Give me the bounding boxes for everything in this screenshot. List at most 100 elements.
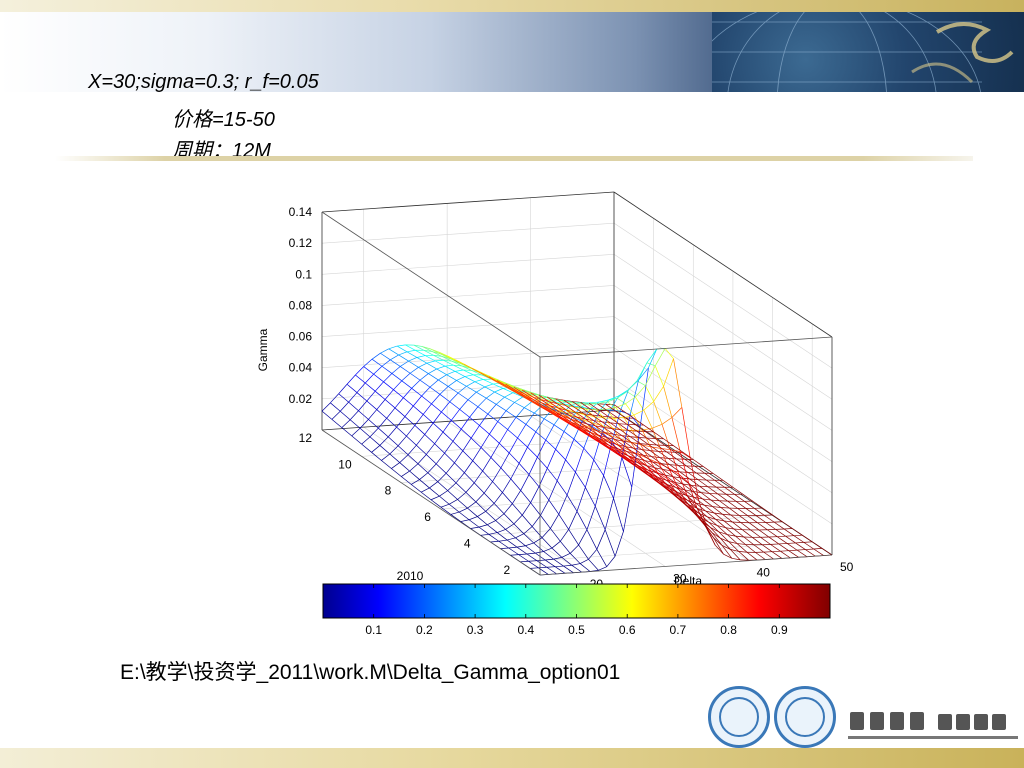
surface-mesh-line: [572, 401, 581, 403]
surface-mesh-line: [601, 441, 612, 450]
surface-mesh-line: [621, 414, 631, 458]
surface-mesh-line: [518, 554, 529, 562]
surface-mesh-line: [608, 395, 619, 401]
surface-mesh-line: [555, 398, 566, 406]
surface-mesh-line: [551, 547, 563, 558]
surface-mesh-line: [681, 477, 690, 480]
surface-mesh-line: [449, 499, 458, 505]
surface-mesh-line: [687, 500, 698, 509]
surface-mesh-line: [706, 479, 717, 488]
surface-mesh-line: [400, 366, 411, 374]
surface-mesh-line: [718, 531, 729, 542]
surface-mesh-line: [547, 396, 558, 404]
surface-mesh-line: [517, 437, 528, 448]
surface-mesh-line: [572, 416, 583, 422]
surface-mesh-line: [630, 436, 639, 438]
surface-mesh-line: [439, 490, 448, 497]
surface-mesh-line: [652, 462, 664, 470]
surface-mesh-line: [664, 445, 676, 453]
surface-mesh-line: [629, 379, 639, 415]
surface-mesh-line: [419, 379, 431, 388]
surface-mesh-line: [490, 443, 500, 458]
surface-mesh-line: [620, 410, 631, 415]
surface-mesh-line: [628, 430, 639, 438]
surface-mesh-line: [566, 494, 578, 512]
surface-mesh-line: [435, 359, 444, 362]
surface-mesh-line: [580, 402, 591, 410]
surface-mesh-line: [435, 452, 445, 465]
surface-mesh-line: [669, 488, 680, 497]
surface-mesh-line: [625, 417, 636, 426]
surface-mesh-line: [487, 520, 496, 526]
surface-mesh-line: [423, 349, 433, 352]
surface-mesh-line: [614, 417, 624, 419]
surface-mesh-line: [492, 467, 502, 482]
surface-mesh-line: [462, 450, 473, 461]
surface-mesh-line: [576, 511, 588, 530]
surface-mesh-line: [676, 458, 687, 467]
surface-mesh-line: [498, 540, 509, 549]
surface-mesh-line: [444, 365, 456, 372]
surface-mesh-line: [448, 386, 459, 394]
surface-mesh-line: [674, 482, 685, 491]
surface-mesh-line: [463, 363, 474, 370]
surface-mesh-line: [468, 516, 478, 521]
surface-mesh-line: [571, 419, 582, 425]
surface-mesh-line: [526, 552, 536, 555]
surface-mesh-line: [401, 380, 412, 389]
surface-mesh-line: [714, 479, 725, 488]
surface-mesh-line: [654, 348, 666, 367]
surface-mesh-line: [530, 502, 541, 516]
surface-mesh-line: [374, 390, 386, 400]
surface-mesh-line: [646, 348, 658, 363]
surface-mesh-line: [556, 480, 568, 496]
surface-mesh-line: [565, 405, 576, 413]
surface-mesh-line: [603, 441, 613, 476]
box-edge: [321, 191, 615, 213]
surface-mesh-line: [623, 414, 634, 418]
surface-mesh-line: [543, 405, 554, 413]
surface-mesh-line: [727, 500, 738, 509]
surface-mesh-line: [777, 536, 788, 544]
surface-mesh-line: [689, 478, 700, 487]
surface-mesh-line: [508, 437, 518, 454]
surface-mesh-line: [671, 417, 681, 452]
surface-mesh-line: [550, 528, 561, 542]
surface-mesh-line: [438, 351, 449, 358]
surface-mesh-line: [610, 422, 621, 431]
surface-mesh-line: [642, 427, 653, 431]
surface-mesh-line: [561, 415, 572, 423]
surface-mesh-line: [705, 510, 715, 514]
surface-mesh-line: [546, 566, 556, 568]
surface-mesh-line: [510, 554, 519, 556]
surface-mesh-line: [490, 540, 499, 543]
surface-mesh-line: [338, 384, 348, 394]
surface-mesh-line: [455, 359, 466, 366]
surface-mesh-line: [561, 553, 571, 558]
surface-mesh-line: [624, 446, 636, 454]
surface-mesh-line: [603, 475, 614, 499]
surface-mesh-line: [633, 447, 644, 456]
surface-mesh-line: [528, 457, 538, 475]
surface-mesh-line: [652, 478, 663, 487]
surface-mesh-line: [363, 358, 373, 367]
surface-mesh-line: [566, 410, 578, 418]
slide-title-price: 价格=15-50: [172, 109, 275, 131]
surface-mesh-line: [601, 421, 613, 429]
surface-mesh-line: [480, 433, 490, 448]
colorbar: [322, 583, 831, 619]
surface-mesh-line: [441, 356, 452, 362]
surface-mesh-line: [563, 399, 575, 408]
surface-mesh-line: [599, 438, 611, 447]
surface-mesh-line: [439, 495, 450, 505]
surface-mesh-line: [480, 533, 489, 536]
surface-mesh-line: [619, 445, 630, 451]
surface-mesh-line: [598, 434, 609, 443]
surface-mesh-line: [708, 522, 720, 533]
surface-mesh-line: [453, 364, 462, 367]
surface-mesh-line: [544, 401, 555, 406]
surface-mesh-line: [630, 441, 641, 446]
surface-mesh-line: [596, 549, 608, 567]
surface-mesh-line: [629, 436, 641, 444]
surface-mesh-line: [616, 444, 627, 452]
